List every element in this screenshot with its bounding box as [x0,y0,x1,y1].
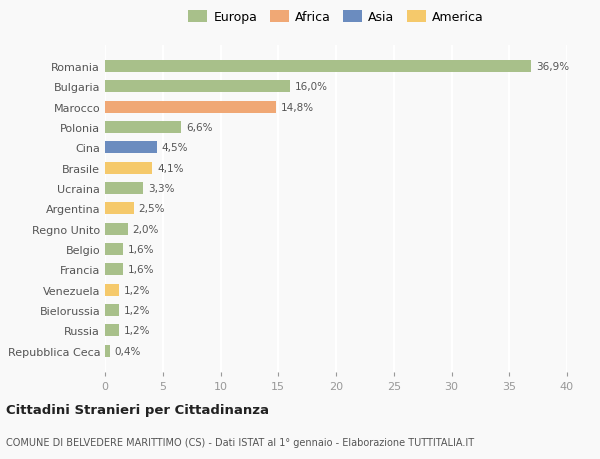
Text: 16,0%: 16,0% [295,82,328,92]
Text: 1,2%: 1,2% [124,305,150,315]
Legend: Europa, Africa, Asia, America: Europa, Africa, Asia, America [186,8,486,27]
Bar [105,263,124,276]
Bar [105,183,143,195]
Text: 1,2%: 1,2% [124,325,150,336]
Text: 1,6%: 1,6% [128,245,155,254]
Text: 2,0%: 2,0% [133,224,159,234]
Text: 6,6%: 6,6% [186,123,212,133]
Bar [105,284,119,296]
Text: 2,5%: 2,5% [139,204,165,214]
Bar [105,101,276,113]
Text: 1,6%: 1,6% [128,265,155,274]
Text: 4,5%: 4,5% [161,143,188,153]
Bar [105,81,290,93]
Bar [105,122,181,134]
Bar [105,304,119,316]
Text: 4,1%: 4,1% [157,163,184,173]
Bar [105,203,134,215]
Bar [105,325,119,337]
Bar [105,61,531,73]
Text: Cittadini Stranieri per Cittadinanza: Cittadini Stranieri per Cittadinanza [6,403,269,416]
Bar [105,142,157,154]
Text: COMUNE DI BELVEDERE MARITTIMO (CS) - Dati ISTAT al 1° gennaio - Elaborazione TUT: COMUNE DI BELVEDERE MARITTIMO (CS) - Dat… [6,437,474,447]
Bar [105,223,128,235]
Bar [105,345,110,357]
Text: 14,8%: 14,8% [281,102,314,112]
Text: 36,9%: 36,9% [536,62,569,72]
Text: 1,2%: 1,2% [124,285,150,295]
Bar [105,162,152,174]
Text: 0,4%: 0,4% [114,346,140,356]
Text: 3,3%: 3,3% [148,184,174,194]
Bar [105,243,124,256]
